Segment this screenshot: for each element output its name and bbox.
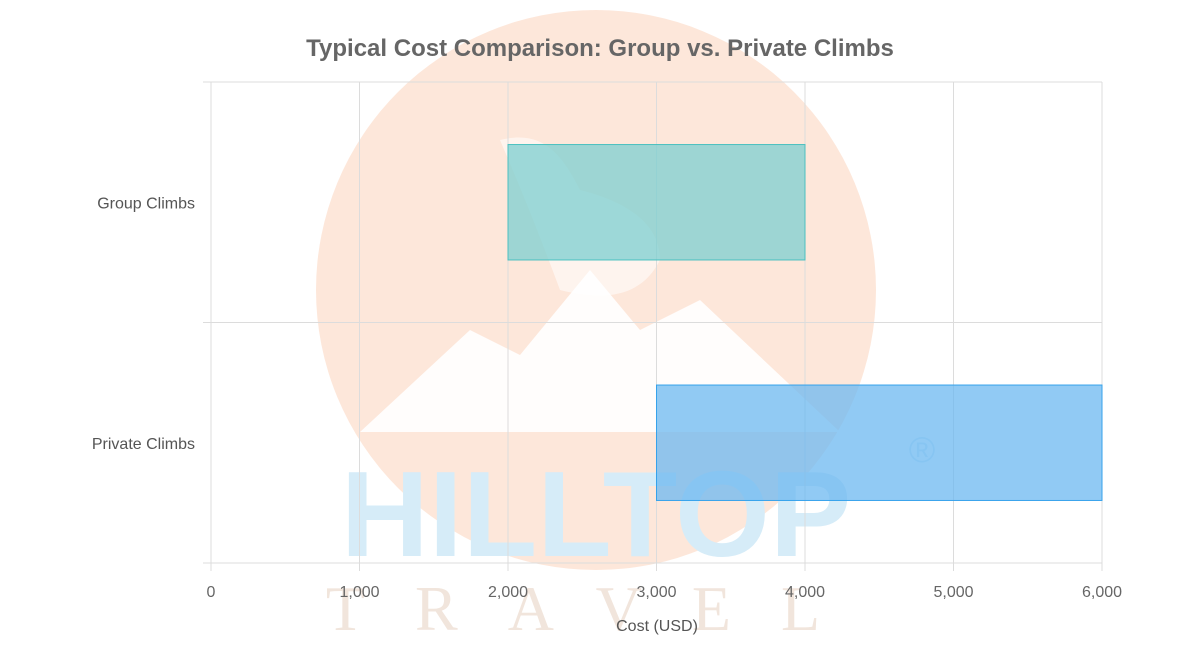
x-tick-label: 3,000 bbox=[636, 584, 676, 601]
category-label: Group Climbs bbox=[97, 195, 195, 212]
chart-title: Typical Cost Comparison: Group vs. Priva… bbox=[306, 35, 894, 62]
bar-group-climbs[interactable] bbox=[507, 144, 806, 261]
bar-private-climbs[interactable] bbox=[656, 384, 1103, 501]
x-tick-labels: 0 1,000 2,000 3,000 4,000 5,000 6,000 bbox=[207, 584, 1123, 601]
x-tick-label: 1,000 bbox=[339, 584, 379, 601]
category-label: Private Climbs bbox=[92, 436, 195, 453]
x-axis-title: Cost (USD) bbox=[616, 618, 698, 635]
category-labels: Group Climbs Private Climbs bbox=[92, 195, 195, 453]
x-tick-label: 4,000 bbox=[785, 584, 825, 601]
x-tick-label: 5,000 bbox=[933, 584, 973, 601]
x-tick-label: 2,000 bbox=[488, 584, 528, 601]
x-tick-label: 0 bbox=[207, 584, 216, 601]
x-tick-label: 6,000 bbox=[1082, 584, 1122, 601]
bars-layer bbox=[507, 144, 1103, 501]
